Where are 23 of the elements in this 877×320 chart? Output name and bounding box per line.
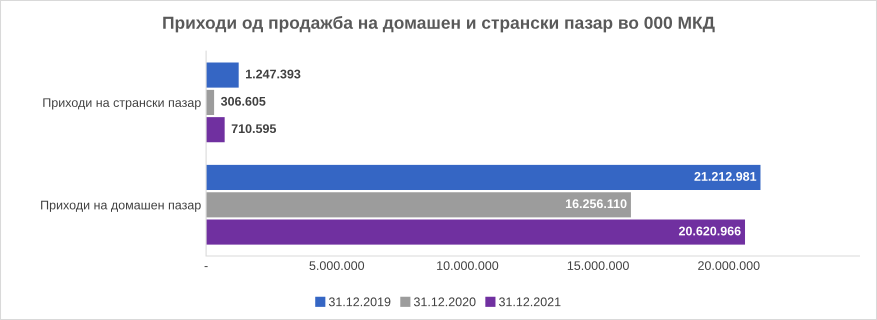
legend-label: 31.12.2021: [499, 297, 560, 306]
data-label: 16.256.110: [566, 199, 627, 208]
bar: [206, 220, 746, 245]
data-label: 306.605: [220, 96, 266, 106]
data-label: 20.620.966: [678, 226, 741, 236]
x-tick-label: 5.000.000: [309, 261, 364, 270]
bar: [206, 192, 631, 218]
x-tick-label: 15.000.000: [568, 261, 629, 270]
bar: [206, 164, 760, 190]
x-tick-label: 20.000.000: [698, 261, 760, 270]
legend-label: 31.12.2019: [328, 297, 390, 306]
data-label: 710.595: [232, 124, 276, 134]
legend-label: 31.12.2020: [414, 297, 476, 306]
bar: [206, 117, 225, 142]
x-tick-label: -: [204, 266, 208, 268]
chart-title: Приходи од продажба на домашен и странски пазар во 000 МКД: [163, 16, 715, 32]
x-tick-label: 10.000.000: [437, 261, 498, 270]
bar: [206, 62, 239, 88]
y-tick-label: Приходи на странски пазар: [43, 98, 201, 110]
bar: [206, 90, 214, 115]
data-label: 1.247.393: [246, 70, 300, 78]
data-label: 21.212.981: [694, 172, 756, 181]
y-tick-label: Приходи на домашен пазар: [41, 200, 201, 212]
